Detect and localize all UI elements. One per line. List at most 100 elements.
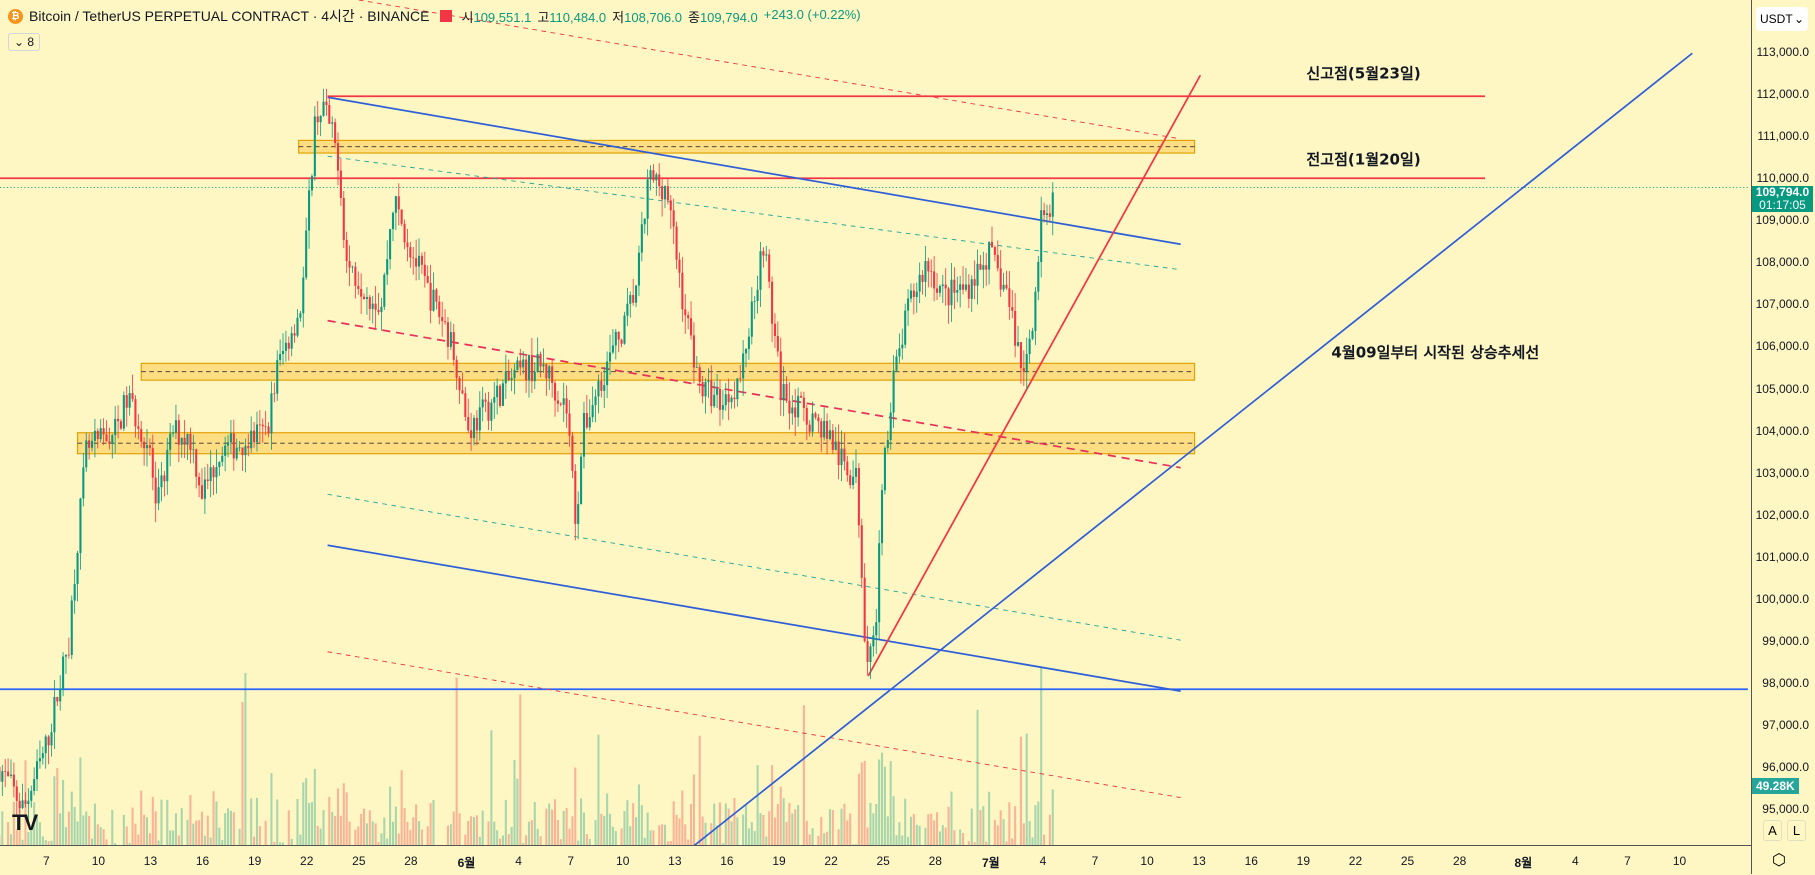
candle-body <box>979 264 981 270</box>
time-tick: 13 <box>144 854 157 868</box>
candle-body <box>638 253 640 286</box>
candle-body <box>239 448 241 449</box>
candle-body <box>670 200 672 210</box>
candle-body <box>175 420 177 432</box>
candle-body <box>953 280 955 293</box>
candle-body <box>36 761 38 779</box>
candle-body <box>968 285 970 299</box>
candle-body <box>1031 331 1033 339</box>
candle-body <box>664 186 666 199</box>
blue-uptrend-line <box>654 53 1692 874</box>
flag-icon[interactable] <box>440 10 452 22</box>
candle-body <box>684 309 686 315</box>
candle-body <box>461 390 463 393</box>
candle-body <box>600 381 602 391</box>
candle-body <box>571 436 573 471</box>
candle-body <box>126 395 128 408</box>
candle-body <box>299 313 301 318</box>
candle-body <box>791 408 793 414</box>
candle-body <box>774 324 776 336</box>
time-tick: 19 <box>248 854 261 868</box>
candle-body <box>956 290 958 293</box>
candle-body <box>322 102 324 116</box>
candle-body <box>988 242 990 270</box>
candle-body <box>415 258 417 266</box>
candle-body <box>383 275 385 307</box>
candle-body <box>965 285 967 290</box>
candle-body <box>728 394 730 402</box>
candle-body <box>294 333 296 335</box>
price-tick: 112,000.0 <box>1757 87 1810 101</box>
time-tick: 7 <box>43 854 50 868</box>
candle-body <box>444 321 446 322</box>
candle-body <box>537 354 539 372</box>
candle-body <box>369 297 371 309</box>
price-tick: 102,000.0 <box>1756 508 1809 522</box>
price-tick: 105,000.0 <box>1756 382 1809 396</box>
candle-body <box>644 219 646 225</box>
price-tick: 106,000.0 <box>1756 339 1809 353</box>
candle-body <box>340 171 342 198</box>
candle-body <box>432 290 434 311</box>
candle-body <box>794 408 796 418</box>
candle-body <box>1037 262 1039 292</box>
candle-body <box>308 190 310 230</box>
candle-body <box>149 445 151 448</box>
candle-body <box>722 405 724 410</box>
candle-body <box>788 401 790 414</box>
symbol-header: ₿ Bitcoin / TetherUS PERPETUAL CONTRACT … <box>8 6 861 26</box>
candle-body <box>404 224 406 243</box>
candle-body <box>406 242 408 247</box>
candle-body <box>346 240 348 261</box>
candle-body <box>105 434 107 441</box>
volume-bar <box>244 673 246 874</box>
candle-body <box>230 433 232 442</box>
indicators-toggle[interactable]: ⌄ 8 <box>8 33 40 51</box>
symbol-title[interactable]: Bitcoin / TetherUS PERPETUAL CONTRACT · … <box>29 6 430 26</box>
candle-body <box>976 264 978 286</box>
candle-body <box>91 441 93 448</box>
currency-select[interactable]: USDT⌄ <box>1756 7 1808 31</box>
candle-body <box>1003 285 1005 290</box>
settings-icon[interactable]: ⬡ <box>1772 850 1786 870</box>
candle-body <box>123 395 125 428</box>
time-tick: 16 <box>720 854 733 868</box>
candle-body <box>88 440 90 447</box>
candle-body <box>757 290 759 301</box>
candle-body <box>927 261 929 271</box>
candle-body <box>7 772 9 776</box>
candle-body <box>676 226 678 259</box>
candle-body <box>713 395 715 406</box>
candle-body <box>904 311 906 345</box>
candle-body <box>531 355 533 381</box>
log-scale-button[interactable]: L <box>1787 820 1806 841</box>
candle-body <box>696 367 698 368</box>
candle-body <box>898 348 900 356</box>
candle-body <box>270 393 272 433</box>
candle-body <box>838 441 840 465</box>
auto-scale-button[interactable]: A <box>1763 820 1782 841</box>
price-tick: 100,000.0 <box>1756 592 1809 606</box>
candle-body <box>962 284 964 289</box>
candle-body <box>852 477 854 485</box>
candle-body <box>39 758 41 761</box>
candle-body <box>351 267 353 268</box>
candle-body <box>505 371 507 383</box>
candle-body <box>840 449 842 466</box>
candles <box>0 89 1054 822</box>
candle-body <box>82 467 84 498</box>
tradingview-logo-icon[interactable]: TV <box>12 810 36 836</box>
candle-body <box>745 349 747 353</box>
candle-body <box>733 398 735 400</box>
time-tick: 25 <box>1401 854 1414 868</box>
candle-body <box>762 251 764 255</box>
candle-body <box>1020 342 1022 368</box>
candle-body <box>974 279 976 285</box>
candle-body <box>85 440 87 467</box>
candle-body <box>629 295 631 304</box>
candle-body <box>991 242 993 247</box>
candle-body <box>59 689 61 701</box>
